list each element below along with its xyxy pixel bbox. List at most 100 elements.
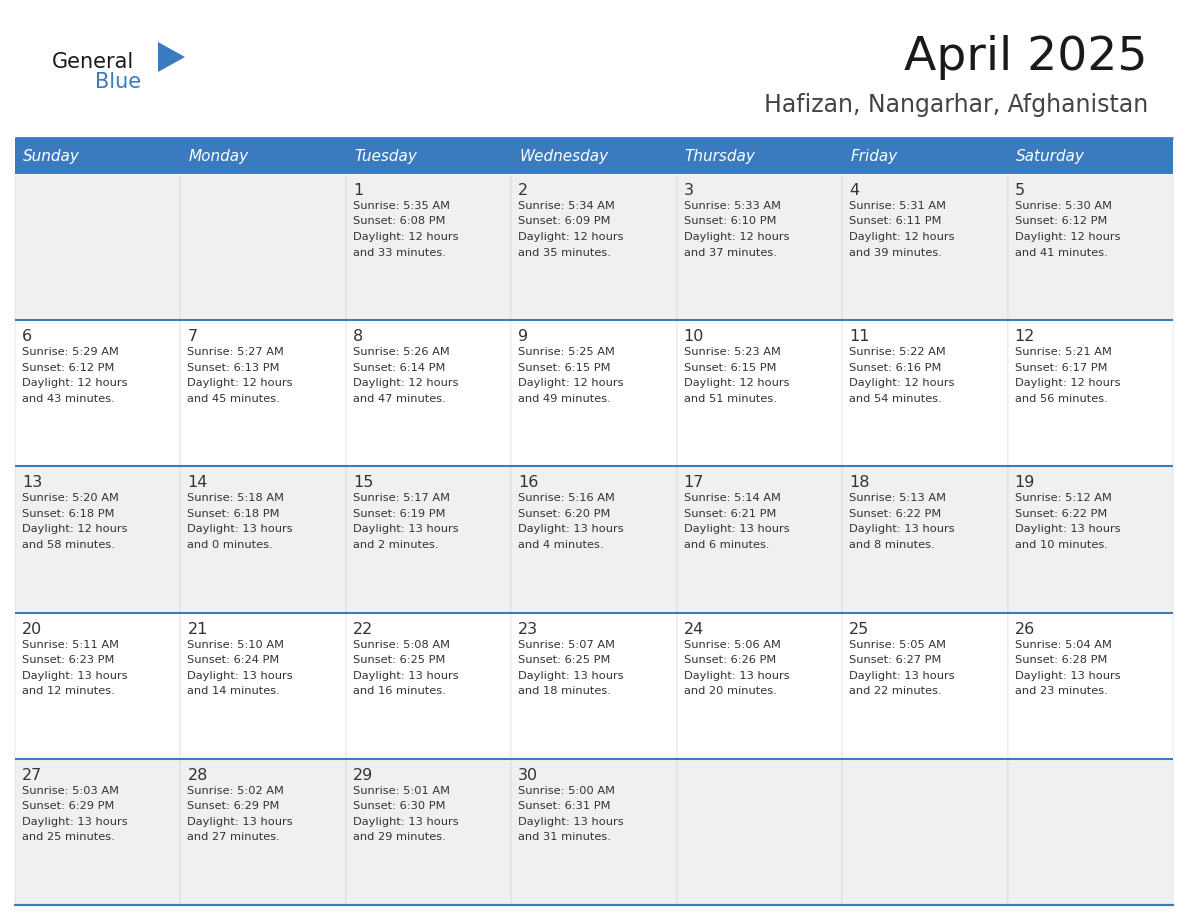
Text: Sunset: 6:18 PM: Sunset: 6:18 PM	[23, 509, 114, 519]
Text: Sunrise: 5:33 AM: Sunrise: 5:33 AM	[684, 201, 781, 211]
Text: Sunset: 6:15 PM: Sunset: 6:15 PM	[684, 363, 776, 373]
Text: Blue: Blue	[95, 72, 141, 92]
Text: Sunset: 6:13 PM: Sunset: 6:13 PM	[188, 363, 280, 373]
Text: Daylight: 13 hours: Daylight: 13 hours	[518, 817, 624, 827]
Text: Daylight: 12 hours: Daylight: 12 hours	[684, 378, 789, 388]
Text: 24: 24	[684, 621, 704, 636]
Text: Daylight: 12 hours: Daylight: 12 hours	[849, 232, 955, 242]
Polygon shape	[158, 42, 185, 72]
Bar	[842, 612, 1007, 759]
Text: 7: 7	[188, 330, 197, 344]
Text: Sunset: 6:10 PM: Sunset: 6:10 PM	[684, 217, 776, 227]
Text: and 29 minutes.: and 29 minutes.	[353, 833, 446, 843]
Text: and 18 minutes.: and 18 minutes.	[518, 686, 611, 696]
Text: Sunrise: 5:35 AM: Sunrise: 5:35 AM	[353, 201, 450, 211]
Text: Daylight: 12 hours: Daylight: 12 hours	[353, 232, 459, 242]
Text: Daylight: 12 hours: Daylight: 12 hours	[518, 232, 624, 242]
Text: and 25 minutes.: and 25 minutes.	[23, 833, 115, 843]
Text: Sunrise: 5:05 AM: Sunrise: 5:05 AM	[849, 640, 946, 650]
Text: 10: 10	[684, 330, 704, 344]
Text: and 45 minutes.: and 45 minutes.	[188, 394, 280, 404]
Text: and 31 minutes.: and 31 minutes.	[518, 833, 611, 843]
Text: Friday: Friday	[851, 149, 897, 163]
Text: 9: 9	[518, 330, 529, 344]
Bar	[181, 759, 346, 905]
Text: Sunset: 6:14 PM: Sunset: 6:14 PM	[353, 363, 446, 373]
Text: Sunrise: 5:12 AM: Sunrise: 5:12 AM	[1015, 493, 1112, 503]
Text: Sunrise: 5:06 AM: Sunrise: 5:06 AM	[684, 640, 781, 650]
Text: Daylight: 13 hours: Daylight: 13 hours	[518, 524, 624, 534]
Text: 22: 22	[353, 621, 373, 636]
Text: Monday: Monday	[189, 149, 248, 163]
Text: and 2 minutes.: and 2 minutes.	[353, 540, 438, 550]
Bar	[15, 320, 181, 466]
Text: Sunrise: 5:08 AM: Sunrise: 5:08 AM	[353, 640, 450, 650]
Text: Daylight: 12 hours: Daylight: 12 hours	[518, 378, 624, 388]
Text: April 2025: April 2025	[904, 36, 1148, 81]
Text: 11: 11	[849, 330, 870, 344]
Text: Sunset: 6:23 PM: Sunset: 6:23 PM	[23, 655, 114, 666]
Text: and 43 minutes.: and 43 minutes.	[23, 394, 115, 404]
Text: and 22 minutes.: and 22 minutes.	[849, 686, 942, 696]
Text: Sunset: 6:22 PM: Sunset: 6:22 PM	[1015, 509, 1107, 519]
Bar	[842, 174, 1007, 320]
Text: 8: 8	[353, 330, 364, 344]
Text: Daylight: 13 hours: Daylight: 13 hours	[684, 524, 789, 534]
Text: 26: 26	[1015, 621, 1035, 636]
Text: 17: 17	[684, 476, 704, 490]
Text: Sunday: Sunday	[23, 149, 80, 163]
Text: Daylight: 13 hours: Daylight: 13 hours	[1015, 671, 1120, 680]
Text: Daylight: 12 hours: Daylight: 12 hours	[1015, 232, 1120, 242]
Text: and 51 minutes.: and 51 minutes.	[684, 394, 777, 404]
Text: Sunset: 6:21 PM: Sunset: 6:21 PM	[684, 509, 776, 519]
Text: Sunset: 6:08 PM: Sunset: 6:08 PM	[353, 217, 446, 227]
Text: 4: 4	[849, 183, 859, 198]
Bar	[677, 612, 842, 759]
Text: Sunset: 6:29 PM: Sunset: 6:29 PM	[23, 801, 114, 812]
Text: Sunset: 6:22 PM: Sunset: 6:22 PM	[849, 509, 941, 519]
Text: Sunrise: 5:31 AM: Sunrise: 5:31 AM	[849, 201, 946, 211]
Text: 16: 16	[518, 476, 538, 490]
Text: Sunrise: 5:11 AM: Sunrise: 5:11 AM	[23, 640, 119, 650]
Text: Daylight: 13 hours: Daylight: 13 hours	[188, 671, 293, 680]
Text: Daylight: 12 hours: Daylight: 12 hours	[353, 378, 459, 388]
Text: Sunset: 6:27 PM: Sunset: 6:27 PM	[849, 655, 942, 666]
Text: 25: 25	[849, 621, 870, 636]
Bar	[346, 612, 511, 759]
Text: 28: 28	[188, 767, 208, 783]
Text: Sunrise: 5:07 AM: Sunrise: 5:07 AM	[518, 640, 615, 650]
Text: Sunrise: 5:22 AM: Sunrise: 5:22 AM	[849, 347, 946, 357]
Text: 5: 5	[1015, 183, 1025, 198]
Text: Sunrise: 5:21 AM: Sunrise: 5:21 AM	[1015, 347, 1112, 357]
Text: 12: 12	[1015, 330, 1035, 344]
Text: Sunrise: 5:34 AM: Sunrise: 5:34 AM	[518, 201, 615, 211]
Text: 2: 2	[518, 183, 529, 198]
Text: and 4 minutes.: and 4 minutes.	[518, 540, 604, 550]
Text: Sunrise: 5:03 AM: Sunrise: 5:03 AM	[23, 786, 119, 796]
Text: Hafizan, Nangarhar, Afghanistan: Hafizan, Nangarhar, Afghanistan	[764, 93, 1148, 117]
Text: and 54 minutes.: and 54 minutes.	[849, 394, 942, 404]
Text: Daylight: 13 hours: Daylight: 13 hours	[849, 671, 955, 680]
Bar	[1007, 466, 1173, 612]
Text: Sunrise: 5:23 AM: Sunrise: 5:23 AM	[684, 347, 781, 357]
Bar	[1007, 320, 1173, 466]
Text: Sunrise: 5:13 AM: Sunrise: 5:13 AM	[849, 493, 946, 503]
Text: and 58 minutes.: and 58 minutes.	[23, 540, 115, 550]
Text: and 14 minutes.: and 14 minutes.	[188, 686, 280, 696]
Bar	[346, 466, 511, 612]
Bar	[181, 320, 346, 466]
Bar	[842, 759, 1007, 905]
Text: Sunrise: 5:00 AM: Sunrise: 5:00 AM	[518, 786, 615, 796]
Text: Sunrise: 5:04 AM: Sunrise: 5:04 AM	[1015, 640, 1112, 650]
Text: and 33 minutes.: and 33 minutes.	[353, 248, 446, 258]
Text: and 27 minutes.: and 27 minutes.	[188, 833, 280, 843]
Text: Sunset: 6:20 PM: Sunset: 6:20 PM	[518, 509, 611, 519]
Text: Daylight: 12 hours: Daylight: 12 hours	[684, 232, 789, 242]
Text: Sunset: 6:30 PM: Sunset: 6:30 PM	[353, 801, 446, 812]
Text: Sunset: 6:25 PM: Sunset: 6:25 PM	[353, 655, 446, 666]
Text: Sunset: 6:24 PM: Sunset: 6:24 PM	[188, 655, 279, 666]
Text: 3: 3	[684, 183, 694, 198]
Bar	[15, 174, 181, 320]
Text: Sunrise: 5:02 AM: Sunrise: 5:02 AM	[188, 786, 284, 796]
Bar	[677, 466, 842, 612]
